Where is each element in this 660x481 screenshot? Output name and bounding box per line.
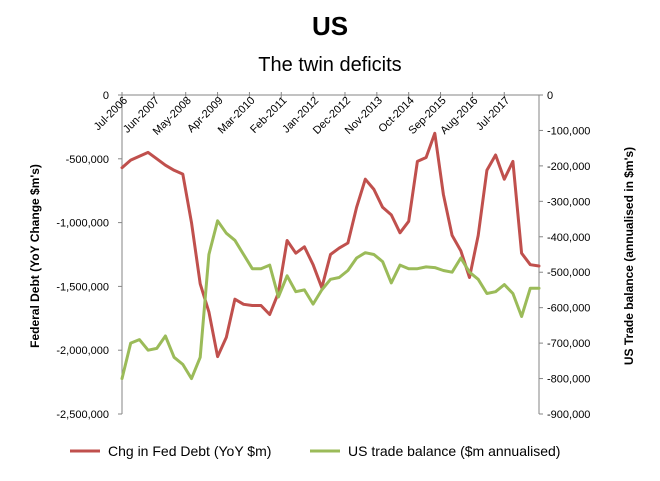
x-axis: Jul-2006Jun-2007May-2008Apr-2009Mar-2010… bbox=[92, 92, 539, 138]
legend-label: Chg in Fed Debt (YoY $m) bbox=[108, 443, 271, 459]
series-line-fed-debt bbox=[120, 131, 541, 359]
right-tick-label: -200,000 bbox=[547, 161, 590, 173]
left-tick-label: -1,000,000 bbox=[56, 218, 109, 230]
right-y-axis: 0 -100,000 -200,000 -300,000 -400,000 -500,00… bbox=[538, 90, 590, 421]
chart-title: US bbox=[312, 11, 348, 41]
right-tick-label: -300,000 bbox=[547, 196, 590, 208]
legend-label: US trade balance ($m annualised) bbox=[348, 443, 560, 459]
series-group bbox=[120, 131, 541, 381]
x-tick-label: Jul-2017 bbox=[474, 95, 512, 133]
left-tick-label: -2,500,000 bbox=[56, 409, 109, 421]
left-tick-label: 0 bbox=[103, 90, 109, 102]
right-tick-label: -500,000 bbox=[547, 267, 590, 279]
left-tick-label: -500,000 bbox=[66, 154, 109, 166]
right-tick-label: -600,000 bbox=[547, 303, 590, 315]
series-line-trade-balance bbox=[120, 219, 541, 381]
right-tick-label: -100,000 bbox=[547, 125, 590, 137]
right-tick-label: -800,000 bbox=[547, 374, 590, 386]
right-tick-label: 0 bbox=[547, 90, 553, 102]
left-tick-label: -2,000,000 bbox=[56, 345, 109, 357]
left-y-axis: 0 -500,000 -1,000,000 -1,500,000 -2,000,000 -… bbox=[56, 90, 123, 421]
legend-item-fed-debt: Chg in Fed Debt (YoY $m) bbox=[70, 443, 271, 459]
right-tick-label: -400,000 bbox=[547, 232, 590, 244]
legend-item-trade-balance: US trade balance ($m annualised) bbox=[310, 443, 560, 459]
left-tick-label: -1,500,000 bbox=[56, 281, 109, 293]
chart-subtitle: The twin deficits bbox=[258, 54, 401, 76]
right-axis-label: US Trade balance (annualised in $m's) bbox=[622, 147, 636, 365]
left-axis-label: Federal Debt (YoY Change $m's) bbox=[28, 164, 42, 348]
legend: Chg in Fed Debt (YoY $m) US trade balance… bbox=[70, 443, 560, 459]
right-tick-label: -700,000 bbox=[547, 338, 590, 350]
right-tick-label: -900,000 bbox=[547, 409, 590, 421]
